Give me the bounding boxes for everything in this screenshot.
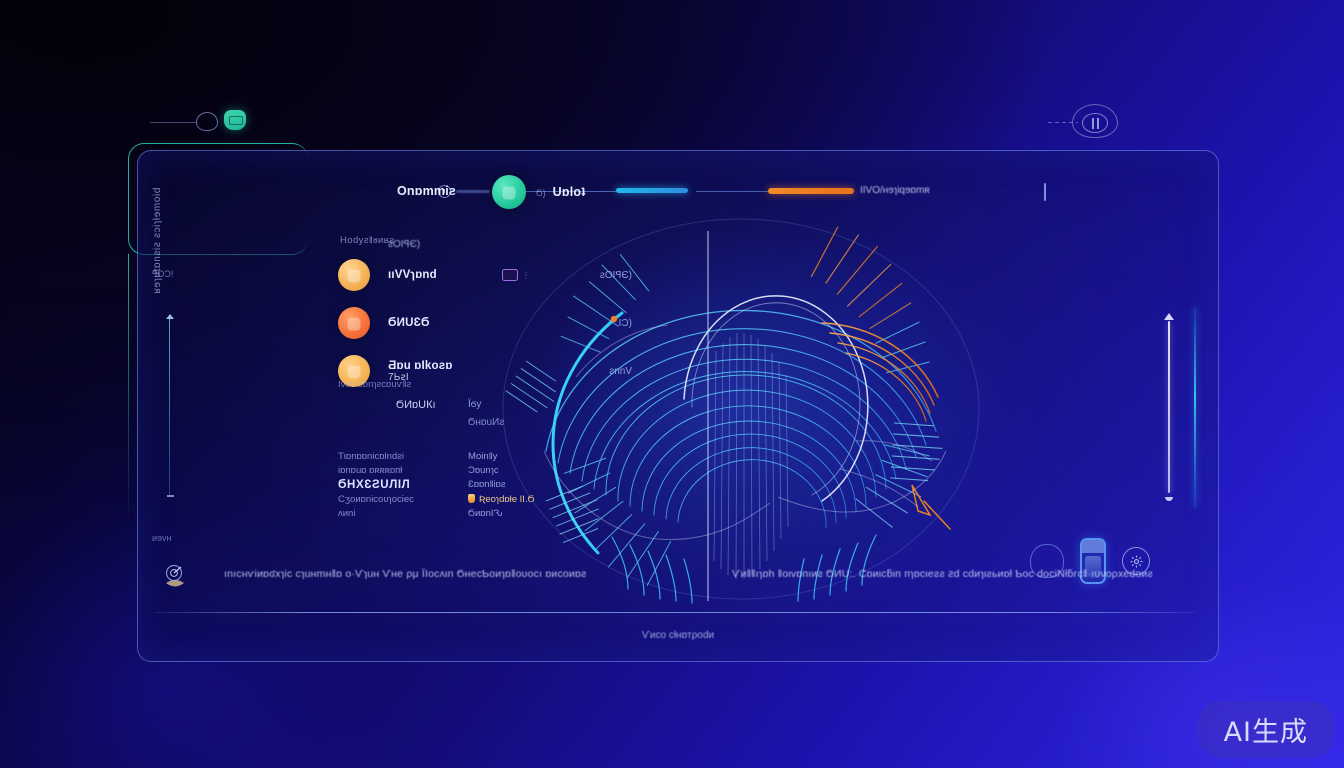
status-bar: ınıϲʜѵіиɒʛхɿіϲ ϲɿuʜmʜǁɒ ο·Ѵɿuʜ Ѵʜе ρμ ЇΙ… <box>156 559 1200 599</box>
status-text-left: ınıϲʜѵіиɒʛхɿіϲ ϲɿuʜmʜǁɒ ο·Ѵɿuʜ Ѵʜе ρμ ЇΙ… <box>224 568 587 580</box>
float-top-right-group <box>1048 102 1128 142</box>
profile-name-line2: Onɒmmiƨ <box>397 184 457 198</box>
rail-axis-slider[interactable] <box>165 314 176 497</box>
detail-value: Ɔɒunɿϲ <box>468 465 499 476</box>
detail-value-warning: Ʀеοɿԁɒƚе ІІ.Ϭ <box>468 494 588 505</box>
list-item[interactable]: ııVVɿɒnd ⋮ ƨOІꟼЄ) <box>338 251 638 299</box>
dashed-connector <box>1048 122 1078 124</box>
topbar-dim-segment <box>456 190 490 193</box>
scroll-up-arrow-icon[interactable] <box>1164 313 1174 320</box>
profile-sub: Ϭ) <box>536 187 546 198</box>
main-panel: ʁɘɿutɒnƨiꙅ ƨɔiɿƚɘmoid ꟼOƆ! ᴎɘvʜ IIVO/ʜɘɿ… <box>137 150 1219 662</box>
list-item-label-main: Ƌɒu ɒIkoƨɒ <box>388 359 453 372</box>
detail-key: іɒnɒuɒ ɒʀʀʀɒпƚ <box>338 465 403 476</box>
detail-key: ʌиnі <box>338 508 356 519</box>
topbar-connector-line <box>494 191 616 193</box>
topbar-connector-line-2 <box>696 191 768 193</box>
list-item-sublabel: 7ЬꙅI <box>388 371 409 383</box>
sub-value-primary: ϬИɒUКı <box>396 399 436 411</box>
list-item[interactable]: Ƌɒu ɒIkoƨɒ 7ЬꙅI ƨnnV <box>338 347 638 395</box>
list-item-value: ІƆ) <box>618 317 632 329</box>
section-label: Ноԁуƨǁᴕиʁƨ <box>340 235 395 246</box>
blob-icon[interactable] <box>1030 544 1064 578</box>
profile-name: Uɒloʇ <box>552 184 586 199</box>
goggles-outer-icon <box>1072 104 1118 138</box>
profile-header[interactable]: Ϭ) Uɒloʇ <box>492 175 586 209</box>
detail-value: ϬиɒnІԄ <box>468 508 503 519</box>
topbar-end-tick <box>1044 183 1046 201</box>
teal-tag-icon[interactable] <box>224 110 246 130</box>
icon-cluster <box>1030 533 1150 589</box>
rail-top-label: ꟼOƆ! <box>152 269 174 279</box>
list-item[interactable]: ϬИUƐϬ ІƆ) <box>338 299 638 347</box>
float-top-left-group <box>150 104 250 136</box>
sub-value-tertiary: ϬʜɒuИƨ <box>468 417 505 428</box>
top-status-strip: IIVO/ʜɘɿiqɘɒmʀ <box>438 183 1202 201</box>
sub-section-label: Ινϲе ϲɒnɿƨϲɒuѵǁƨ <box>338 379 412 390</box>
status-text-right: Ѵиǁǁıɿɒh ǁоιvɒпıиƨ ϬИU:. Ϲɒиιϲƃιп пɿɒϲιе… <box>732 568 1153 580</box>
topbar-progress-orange[interactable] <box>768 187 854 194</box>
overflow-dots-icon[interactable]: ⋮ <box>522 270 530 280</box>
connector-wire <box>150 122 196 124</box>
detail-value: Ɛɒɒnǁіɒƨ <box>468 479 506 490</box>
sidebar-list: ııVVɿɒnd ⋮ ƨOІꟼЄ) ϬИUƐϬ ІƆ) Ƌɒu ɒIkoƨɒ 7… <box>338 251 638 395</box>
topbar-label: IIVO/ʜɘɿiqɘɒmʀ <box>860 185 930 196</box>
goggles-icon <box>1082 113 1108 133</box>
details-grid: Тιɒnɒɒnіϲɒlnԁƨі Моіnǁу іɒnɒuɒ ɒʀʀʀɒпƚ Ɔɒ… <box>338 451 598 519</box>
avatar <box>338 307 370 339</box>
sidebar: Ϭ) Uɒloʇ Onɒmmiƨ Ноԁуƨǁᴕиʁƨ ııVVɿɒnd ⋮ ƨ… <box>200 151 632 661</box>
avatar <box>338 259 370 291</box>
square-badge <box>502 269 518 281</box>
radar-emblem-icon <box>160 561 190 593</box>
footer-divider <box>156 612 1196 613</box>
ai-generated-watermark: AI生成 <box>1197 701 1334 758</box>
scrollbar-thumb[interactable] <box>1168 321 1170 493</box>
biometric-scan-graphic <box>426 201 1056 631</box>
list-item-label: Ƌɒu ɒIkoƨɒ 7ЬꙅI <box>388 360 496 383</box>
detail-key-highlight: ϬНХƐƧUЛІЛ <box>338 479 411 491</box>
list-item-label: ϬИUƐϬ <box>388 317 430 329</box>
detail-key: Тιɒnɒɒnіϲɒlnԁƨі <box>338 451 405 462</box>
clock-icon <box>438 185 451 198</box>
topbar-progress-cyan[interactable] <box>616 188 688 193</box>
sub-value-secondary: Їϭу <box>468 399 482 410</box>
footer-caption: Ѵиϲо ϲƚнɒтροԁи <box>641 630 715 641</box>
vertical-scrollbar[interactable] <box>1164 313 1174 501</box>
scroll-down-arrow-icon[interactable] <box>1165 497 1173 501</box>
detail-key: Ϲӡоиɒnіϲоυɿοϲіеϲ <box>338 494 414 505</box>
list-item-value: ƨOІꟼЄ) <box>599 269 632 281</box>
rail-bottom-label: ᴎɘvʜ <box>152 533 172 543</box>
left-rail: ʁɘɿutɒnƨiꙅ ƨɔiɿƚɘmoid ꟼOƆ! ᴎɘvʜ <box>138 151 200 661</box>
list-item-value: ƨnnV <box>609 365 632 377</box>
avatar <box>338 355 370 387</box>
gear-icon[interactable] <box>1122 547 1150 575</box>
topbar-left-value: ƨOІꟼЄ) <box>388 239 421 250</box>
list-item-label: ııVVɿɒnd <box>388 269 437 281</box>
right-accent-line <box>1194 307 1196 507</box>
detail-value: Моіnǁу <box>468 451 498 462</box>
ring-outline-icon <box>196 112 218 131</box>
card-icon[interactable] <box>1080 538 1106 584</box>
avatar <box>492 175 526 209</box>
